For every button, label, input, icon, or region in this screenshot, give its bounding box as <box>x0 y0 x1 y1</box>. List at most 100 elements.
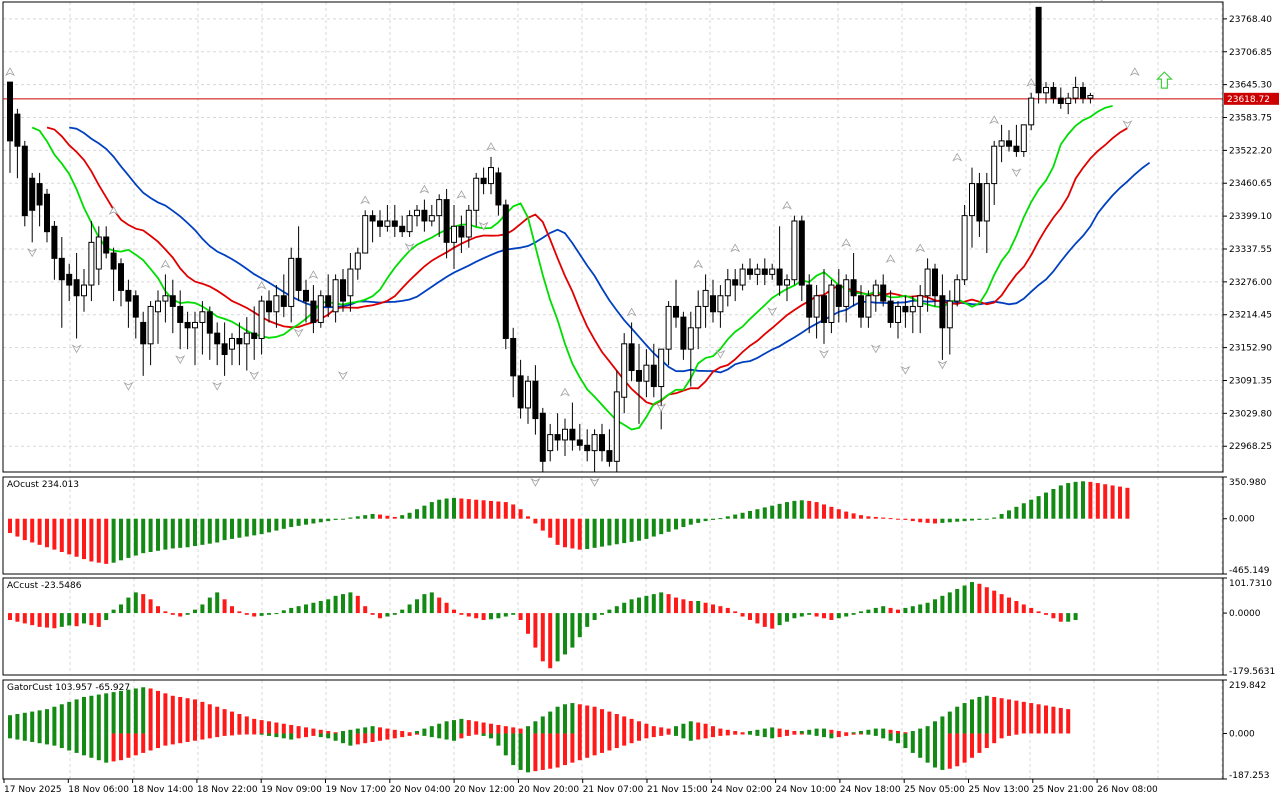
ao-tick-label: 350.980 <box>1229 478 1266 488</box>
candle-body <box>222 344 227 355</box>
candle-body <box>111 253 116 269</box>
candle-body <box>104 237 109 253</box>
ac-histogram-bar <box>940 596 944 613</box>
gator-histogram-bar <box>304 733 308 737</box>
gator-histogram-bar <box>659 733 663 735</box>
gator-histogram-bar <box>704 733 708 738</box>
candle-body <box>1007 141 1012 146</box>
candle-body <box>955 280 960 301</box>
gator-histogram-bar <box>903 733 907 748</box>
ac-histogram-bar <box>252 613 256 616</box>
gator-histogram-bar <box>970 699 974 733</box>
gator-histogram-bar <box>1037 704 1041 733</box>
gator-tick-label: 0.000 <box>1229 729 1255 739</box>
candle-body <box>1081 87 1086 98</box>
gator-histogram-bar <box>75 699 79 733</box>
ac-histogram-bar <box>889 608 893 613</box>
ac-histogram-bar <box>496 613 500 618</box>
ao-histogram-bar <box>467 499 471 519</box>
candle-body <box>651 365 656 386</box>
ac-histogram-bar <box>15 613 19 622</box>
candle-body <box>836 285 841 306</box>
x-tick-label: 18 Nov 06:00 <box>68 785 129 795</box>
gator-histogram-bar <box>496 733 500 745</box>
candle-body <box>274 296 279 312</box>
candle-body <box>859 296 864 317</box>
ao-histogram-bar <box>933 519 937 524</box>
ac-histogram-bar <box>778 613 782 625</box>
ac-histogram-bar <box>67 613 71 625</box>
gator-histogram-bar <box>82 733 86 755</box>
candle-body <box>888 301 893 322</box>
gator-histogram-bar <box>326 731 330 733</box>
gator-histogram-bar <box>674 733 678 735</box>
gator-histogram-bar <box>341 733 345 743</box>
ac-histogram-bar <box>393 613 397 615</box>
ao-histogram-bar <box>67 519 71 555</box>
main-tick-label: 23337.55 <box>1229 245 1272 255</box>
ao-histogram-bar <box>363 515 367 519</box>
candle-body <box>30 178 35 210</box>
main-tick-label: 23645.30 <box>1229 81 1272 91</box>
ac-histogram-bar <box>615 606 619 613</box>
candle-body <box>592 435 597 451</box>
gator-histogram-bar <box>807 730 811 734</box>
candle-body <box>526 381 531 408</box>
candle-body <box>244 333 249 344</box>
candle-body <box>37 184 42 205</box>
gator-histogram-bar <box>45 709 49 733</box>
ac-histogram-bar <box>171 613 175 615</box>
candle-body <box>156 301 161 312</box>
ao-histogram-bar <box>1125 488 1129 519</box>
candle-body <box>326 296 331 307</box>
ac-histogram-bar <box>585 613 589 627</box>
gator-histogram-bar <box>311 729 315 734</box>
ao-histogram-bar <box>60 519 64 552</box>
candle-body <box>304 290 309 301</box>
candle-body <box>688 328 693 349</box>
ao-histogram-bar <box>526 516 530 518</box>
gator-histogram-bar <box>1014 733 1018 734</box>
gator-histogram-bar <box>200 733 204 739</box>
gator-histogram-bar <box>200 702 204 734</box>
candle-body <box>792 221 797 280</box>
gator-histogram-bar <box>163 733 167 745</box>
ac-histogram-bar <box>526 613 530 634</box>
ac-histogram-bar <box>903 608 907 613</box>
ao-tick-label: 0.000 <box>1229 515 1255 525</box>
ao-histogram-bar <box>585 519 589 549</box>
gator-histogram-bar <box>356 733 360 744</box>
gator-histogram-bar <box>267 721 271 733</box>
candle-body <box>392 221 397 226</box>
gator-histogram-bar <box>97 695 101 734</box>
candle-body <box>437 200 442 216</box>
candle-body <box>141 322 146 343</box>
gator-histogram-bar <box>482 733 486 735</box>
gator-histogram-bar <box>297 726 301 733</box>
gator-histogram-bar <box>156 733 160 748</box>
ac-tick-label: -179.5631 <box>1229 667 1275 677</box>
gator-histogram-bar <box>741 733 745 734</box>
ac-histogram-bar <box>326 599 330 613</box>
gator-histogram-bar <box>726 730 730 734</box>
gator-histogram-bar <box>430 733 434 737</box>
gator-histogram-bar <box>807 733 811 734</box>
candle-body <box>622 344 627 397</box>
ao-histogram-bar <box>718 518 722 519</box>
ac-histogram-bar <box>267 613 271 615</box>
ao-histogram-bar <box>52 519 56 550</box>
gator-histogram-bar <box>600 709 604 733</box>
ac-histogram-bar <box>541 613 545 661</box>
candle-body <box>385 221 390 226</box>
ao-histogram-bar <box>852 513 856 518</box>
candle-body <box>148 306 153 343</box>
gator-histogram-bar <box>274 733 278 737</box>
gator-histogram-bar <box>948 712 952 734</box>
ac-histogram-bar <box>622 603 626 613</box>
gator-histogram-bar <box>208 704 212 733</box>
gator-histogram-bar <box>1044 705 1048 733</box>
ac-histogram-bar <box>445 603 449 613</box>
ao-histogram-bar <box>785 502 789 519</box>
candle-body <box>415 210 420 215</box>
ac-histogram-bar <box>52 613 56 628</box>
